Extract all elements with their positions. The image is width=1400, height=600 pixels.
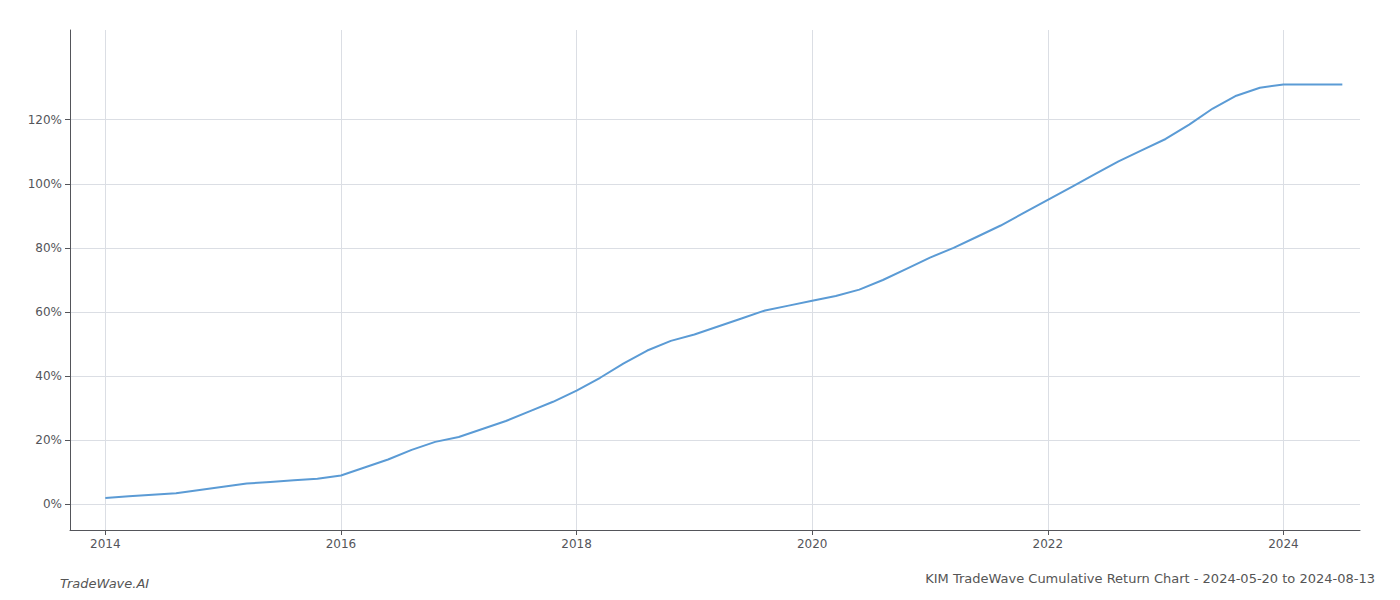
svg-text:TradeWave.AI: TradeWave.AI xyxy=(60,576,149,591)
svg-text:KIM TradeWave Cumulative Retur: KIM TradeWave Cumulative Return Chart - … xyxy=(925,571,1375,586)
svg-text:2016: 2016 xyxy=(326,537,357,551)
svg-text:2020: 2020 xyxy=(797,537,828,551)
svg-text:40%: 40% xyxy=(35,369,62,383)
svg-text:0%: 0% xyxy=(43,497,62,511)
svg-text:2014: 2014 xyxy=(90,537,121,551)
svg-text:60%: 60% xyxy=(35,305,62,319)
svg-text:100%: 100% xyxy=(28,177,62,191)
svg-text:2022: 2022 xyxy=(1033,537,1064,551)
svg-text:2024: 2024 xyxy=(1268,537,1299,551)
svg-text:20%: 20% xyxy=(35,433,62,447)
svg-text:120%: 120% xyxy=(28,113,62,127)
svg-text:2018: 2018 xyxy=(561,537,592,551)
svg-text:80%: 80% xyxy=(35,241,62,255)
